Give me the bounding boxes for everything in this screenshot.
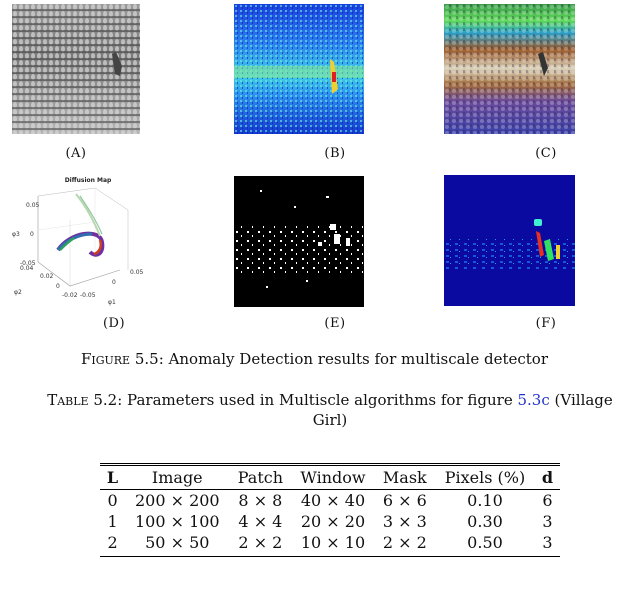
table-top-rule xyxy=(100,463,560,464)
panel-e-image xyxy=(234,176,364,307)
panel-a-image xyxy=(12,4,140,134)
table-caption: Table 5.2: Parameters used in Multiscle … xyxy=(40,390,620,430)
axis-label: φ2 xyxy=(14,289,22,296)
plot-title: Diffusion Map xyxy=(65,177,112,184)
column-header: d xyxy=(534,465,560,490)
axis-label: φ1 xyxy=(108,299,116,306)
tick-label: 0.02 xyxy=(40,273,54,280)
column-header: Image xyxy=(125,465,230,490)
table-cell: 200 × 200 xyxy=(134,491,220,510)
table-cell: 8 × 8 xyxy=(238,491,283,510)
plot-box-left xyxy=(37,196,121,287)
column-header: L xyxy=(100,465,126,490)
table-row: 0 200 × 200 8 × 8 40 × 40 6 × 6 0.10 6 xyxy=(100,490,560,512)
binary-mask-image xyxy=(234,176,364,307)
table-cell: 1 xyxy=(107,512,118,531)
table-row: 2 50 × 50 2 × 2 10 × 10 2 × 2 0.50 3 xyxy=(100,532,560,557)
parameters-table: L Image Patch Window Mask Pixels (%) d 0… xyxy=(100,465,560,557)
table-cell: 40 × 40 xyxy=(300,491,366,510)
panel-e-label: (E) xyxy=(324,316,346,331)
table-caption-suffix: (Village Girl) xyxy=(312,391,613,429)
tick-label: 0 xyxy=(30,231,34,238)
panel-c-label: (C) xyxy=(535,146,557,161)
panel-d-plot: Diffusion Map 0.05 0 -0.05 0.04 0.02 0 -… xyxy=(0,170,170,310)
tick-label: 0.04 xyxy=(20,265,34,272)
panel-b-label: (B) xyxy=(324,146,346,161)
figure-caption: Figure 5.5: Anomaly Detection results fo… xyxy=(0,350,629,368)
table-cell: 50 × 50 xyxy=(125,532,230,557)
table-cell: 0.50 xyxy=(435,532,535,557)
table-cell: 2 × 2 xyxy=(374,532,436,557)
table-cell: 0.10 xyxy=(467,491,503,510)
tick-label: 0.05 xyxy=(26,202,40,209)
panel-d-label: (D) xyxy=(102,316,126,331)
panel-f-image xyxy=(444,175,575,306)
table-cell: 3 × 3 xyxy=(382,512,427,531)
table-row: 1 100 × 100 4 × 4 20 × 20 3 × 3 0.30 3 xyxy=(100,511,560,532)
table-cell: 2 × 2 xyxy=(229,532,292,557)
table-caption-text: Parameters used in Multiscle algorithms … xyxy=(127,391,513,409)
diffusion-coloring-image xyxy=(444,4,575,134)
column-header: Patch xyxy=(229,465,292,490)
table-cell: 0 xyxy=(107,491,118,510)
diffusion-map-plot: Diffusion Map 0.05 0 -0.05 0.04 0.02 0 -… xyxy=(12,177,144,306)
tick-label: 0.05 xyxy=(130,269,144,276)
table-cell: 3 xyxy=(534,532,560,557)
table-cell: 6 × 6 xyxy=(382,491,427,510)
table-cell: 10 × 10 xyxy=(291,532,375,557)
figure-reference-link[interactable]: 5.3c xyxy=(517,391,550,409)
column-header: Pixels (%) xyxy=(435,465,535,490)
table-cell: 6 xyxy=(542,491,553,510)
tick-label: 0 xyxy=(56,283,60,290)
column-header: Mask xyxy=(374,465,436,490)
column-header: Window xyxy=(291,465,375,490)
tick-label: -0.02 xyxy=(62,292,78,299)
panel-b-image xyxy=(234,4,364,134)
table-cell: 3 xyxy=(542,512,553,531)
table-header-row: L Image Patch Window Mask Pixels (%) d xyxy=(100,465,560,490)
detection-result-image xyxy=(444,175,575,306)
table-caption-prefix: Table 5.2: xyxy=(47,391,123,409)
tick-label: -0.05 xyxy=(20,260,36,267)
plot-box-top xyxy=(37,187,129,270)
tick-label: 0 xyxy=(112,279,116,286)
anomaly-heatmap-image xyxy=(234,4,364,134)
tick-label: -0.05 xyxy=(80,292,96,299)
panel-c-image xyxy=(444,4,575,134)
panel-a-label: (A) xyxy=(65,146,87,161)
table-cell: 20 × 20 xyxy=(300,512,366,531)
figure-caption-prefix: Figure 5.5: xyxy=(80,350,164,368)
table-cell: 4 × 4 xyxy=(238,512,283,531)
table-cell: 100 × 100 xyxy=(134,512,220,531)
grayscale-field-image xyxy=(12,4,140,134)
panel-f-label: (F) xyxy=(535,316,557,331)
table-cell: 0.30 xyxy=(467,512,503,531)
axis-label: φ3 xyxy=(12,231,20,238)
table-cell: 2 xyxy=(100,532,126,557)
figure-caption-text: Anomaly Detection results for multiscale… xyxy=(168,350,549,368)
